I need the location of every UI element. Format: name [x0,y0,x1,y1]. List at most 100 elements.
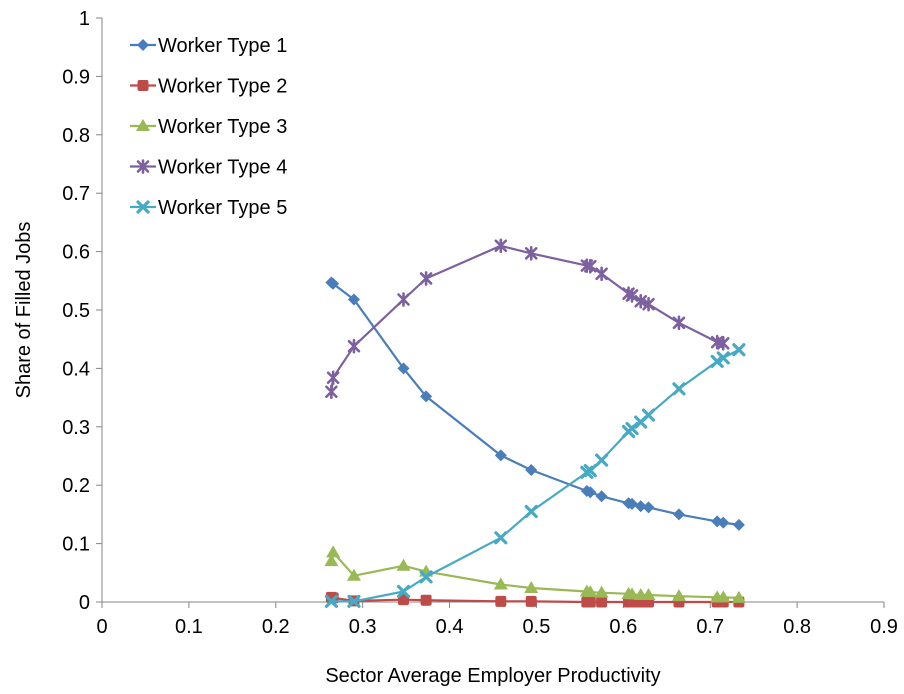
data-point [397,292,410,307]
data-point [494,449,507,462]
x-tick-label: 0.8 [783,616,811,638]
data-point [494,531,508,545]
legend-entry: Worker Type 5 [130,197,287,219]
data-point [583,464,597,478]
x-tick-label: 0.4 [436,616,464,638]
data-point [642,501,655,514]
legend-marker [136,119,150,131]
data-point [347,594,361,609]
data-point [396,584,411,599]
series-line [330,551,739,599]
legend-marker [137,39,149,51]
data-point [525,464,538,477]
data-point [625,587,640,600]
y-tick-label: 0 [79,592,90,614]
data-point [634,500,647,513]
data-point [595,490,608,503]
legend-label: Worker Type 4 [158,157,287,179]
data-point [596,596,608,608]
data-point [396,558,411,571]
axes: 0 0.1 0.2 0.3 0.4 0.5 0.6 0.7 0.8 0.9 1 0 0.1 0.2 0.3 0… [62,8,898,638]
data-point [584,258,597,274]
legend-label: Worker Type 5 [158,197,287,219]
series-5 [324,343,746,609]
data-point [524,504,538,519]
data-point [398,594,410,606]
legend-label: Worker Type 2 [158,76,287,98]
y-tick-label: 1 [79,8,90,30]
data-point [495,595,507,607]
legend-marker [136,200,150,214]
data-point [524,580,539,593]
data-point [347,338,361,354]
legend-label: Worker Type 3 [158,116,287,138]
data-point [525,595,537,607]
x-tick-label: 0.3 [349,616,377,638]
series-1 [325,276,745,531]
series-line [331,596,739,604]
x-axis-title: Sector Average Employer Productivity [325,665,660,687]
x-tick-label: 0.1 [175,616,203,638]
legend-label: Worker Type 1 [158,35,287,57]
data-point [420,594,432,606]
y-tick-label: 0.4 [62,358,90,380]
legend-marker [136,159,150,174]
y-tick-label: 0.8 [62,125,90,147]
legend-entry: Worker Type 1 [130,35,287,57]
data-point [493,577,508,590]
data-point [583,585,598,598]
y-tick-label: 0.9 [62,66,90,88]
data-point [732,518,745,531]
data-point [672,508,685,521]
data-point [641,587,656,600]
data-point [584,596,596,608]
data-point [716,351,730,365]
series-line [330,281,740,526]
data-point [641,408,656,422]
data-point [594,585,609,598]
data-point [419,570,433,584]
data-point [672,315,686,331]
data-point [595,266,608,282]
legend-marker [137,80,149,91]
x-tick-label: 0.5 [523,616,551,638]
data-point [326,370,340,386]
data-point [710,354,724,368]
data-point [634,293,648,309]
data-point [324,554,339,567]
series-3 [324,545,746,603]
x-tick-label: 0 [96,616,107,638]
data-point [325,384,338,400]
data-point [346,568,361,581]
data-point [732,343,746,357]
data-point [716,590,731,603]
data-point [524,246,538,261]
data-point [327,277,340,290]
series-line [330,244,724,392]
y-tick-label: 0.7 [62,183,90,205]
data-point [625,288,639,303]
data-point [642,296,655,312]
legend-entry: Worker Type 3 [130,116,287,138]
series-4 [325,238,730,400]
data-point [584,486,597,499]
x-tick-label: 0.7 [696,616,724,638]
data-point [347,293,360,306]
data-point [324,594,338,609]
data-point [419,271,433,286]
data-point [731,590,746,603]
legend-entry: Worker Type 4 [130,157,287,179]
data-point [420,390,433,403]
x-tick-label: 0.6 [609,616,637,638]
data-point [326,545,341,558]
x-tick-label: 0.9 [870,616,898,638]
y-tick-label: 0.1 [62,534,90,556]
y-tick-label: 0.3 [62,417,90,439]
legend: Worker Type 1 Worker Type 2 Worker Type 3 W… [130,35,287,219]
data-point [494,238,508,254]
data-point [672,382,686,396]
data-point [626,497,639,510]
data-point [716,335,730,351]
plot-series [324,238,746,609]
